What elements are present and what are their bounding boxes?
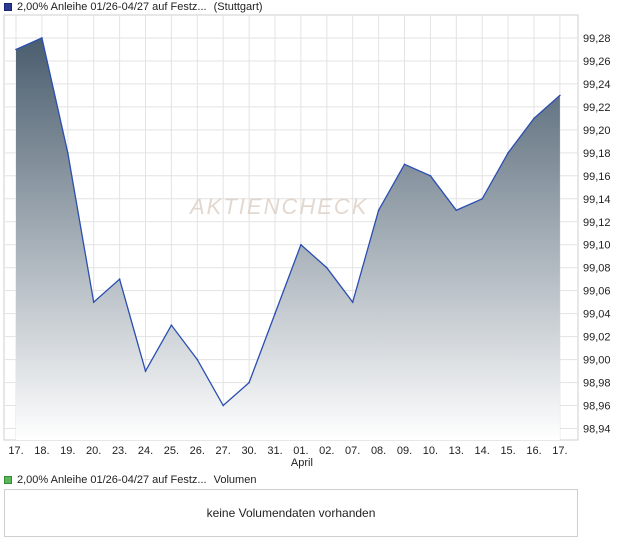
- y-tick-label: 99,26: [583, 56, 611, 68]
- y-tick-label: 99,16: [583, 171, 611, 183]
- price-point: [326, 266, 328, 269]
- month-label: April: [291, 457, 313, 469]
- x-tick-label: 13.: [449, 445, 464, 457]
- x-tick-label: 17.: [552, 445, 567, 457]
- y-tick-label: 99,02: [583, 332, 611, 344]
- y-tick-label: 99,28: [583, 33, 611, 45]
- y-tick-label: 98,98: [583, 378, 611, 390]
- x-tick-label: 09.: [397, 445, 412, 457]
- price-legend: 2,00% Anleihe 01/26-04/27 auf Festz... (…: [4, 0, 263, 14]
- watermark-text: AKTIENCHECK: [188, 194, 368, 219]
- x-tick-label: 19.: [60, 445, 75, 457]
- x-tick-label: 15.: [500, 445, 515, 457]
- y-tick-label: 99,12: [583, 217, 611, 229]
- x-tick-label: 26.: [190, 445, 205, 457]
- x-tick-label: 24.: [138, 445, 153, 457]
- volume-empty-message: keine Volumendaten vorhanden: [206, 506, 376, 520]
- volume-legend-label: Volumen: [213, 474, 257, 486]
- price-legend-name: 2,00% Anleihe 01/26-04/27 auf Festz...: [17, 1, 207, 13]
- x-tick-label: 17.: [8, 445, 23, 457]
- x-tick-label: 27.: [216, 445, 231, 457]
- price-point: [196, 358, 199, 361]
- x-tick-label: 23.: [112, 445, 127, 457]
- y-tick-label: 99,20: [583, 125, 611, 137]
- price-area: [16, 37, 560, 441]
- y-tick-label: 98,94: [583, 424, 611, 436]
- x-tick-label: 16.: [526, 445, 541, 457]
- price-line: [15, 37, 561, 407]
- x-tick-label: 08.: [371, 445, 386, 457]
- x-tick-label: 30.: [241, 445, 256, 457]
- y-tick-label: 99,14: [583, 194, 611, 206]
- y-tick-label: 99,04: [583, 309, 611, 321]
- price-point: [144, 370, 147, 372]
- x-tick-label: 02.: [319, 445, 334, 457]
- volume-panel: keine Volumendaten vorhanden: [4, 489, 578, 537]
- y-tick-label: 99,10: [583, 240, 611, 252]
- price-point: [41, 37, 43, 39]
- y-tick-label: 99,08: [583, 263, 611, 275]
- x-tick-label: 07.: [345, 445, 360, 457]
- price-point: [507, 152, 509, 154]
- y-tick-label: 99,24: [583, 79, 611, 91]
- y-tick-label: 99,18: [583, 148, 611, 160]
- price-point: [429, 175, 432, 177]
- volume-legend-name: 2,00% Anleihe 01/26-04/27 auf Festz...: [17, 474, 207, 486]
- y-tick-label: 99,00: [583, 355, 611, 367]
- x-tick-label: 18.: [34, 445, 49, 457]
- price-point: [248, 381, 250, 384]
- price-point: [403, 163, 406, 166]
- volume-legend-swatch: [4, 476, 12, 484]
- price-point: [377, 209, 380, 212]
- price-point: [170, 324, 173, 326]
- price-point: [67, 152, 69, 154]
- x-tick-label: 01.: [293, 445, 308, 457]
- y-tick-label: 98,96: [583, 401, 611, 413]
- x-tick-label: 20.: [86, 445, 101, 457]
- price-point: [118, 278, 121, 280]
- price-point: [15, 48, 17, 51]
- x-tick-label: 14.: [475, 445, 490, 457]
- price-point: [455, 209, 458, 212]
- x-tick-label: 25.: [164, 445, 179, 457]
- price-point: [533, 117, 535, 120]
- price-point: [222, 404, 224, 407]
- price-legend-exchange: (Stuttgart): [213, 1, 263, 13]
- y-tick-label: 99,22: [583, 102, 611, 114]
- price-point: [559, 94, 561, 97]
- price-legend-swatch: [4, 3, 12, 11]
- volume-legend: 2,00% Anleihe 01/26-04/27 auf Festz... V…: [4, 473, 256, 487]
- price-point: [92, 301, 95, 303]
- x-tick-label: 10.: [423, 445, 438, 457]
- price-point: [481, 197, 484, 200]
- price-point: [300, 243, 302, 246]
- price-point: [274, 312, 276, 315]
- y-tick-label: 99,06: [583, 286, 611, 298]
- price-point: [351, 301, 354, 303]
- x-tick-label: 31.: [267, 445, 282, 457]
